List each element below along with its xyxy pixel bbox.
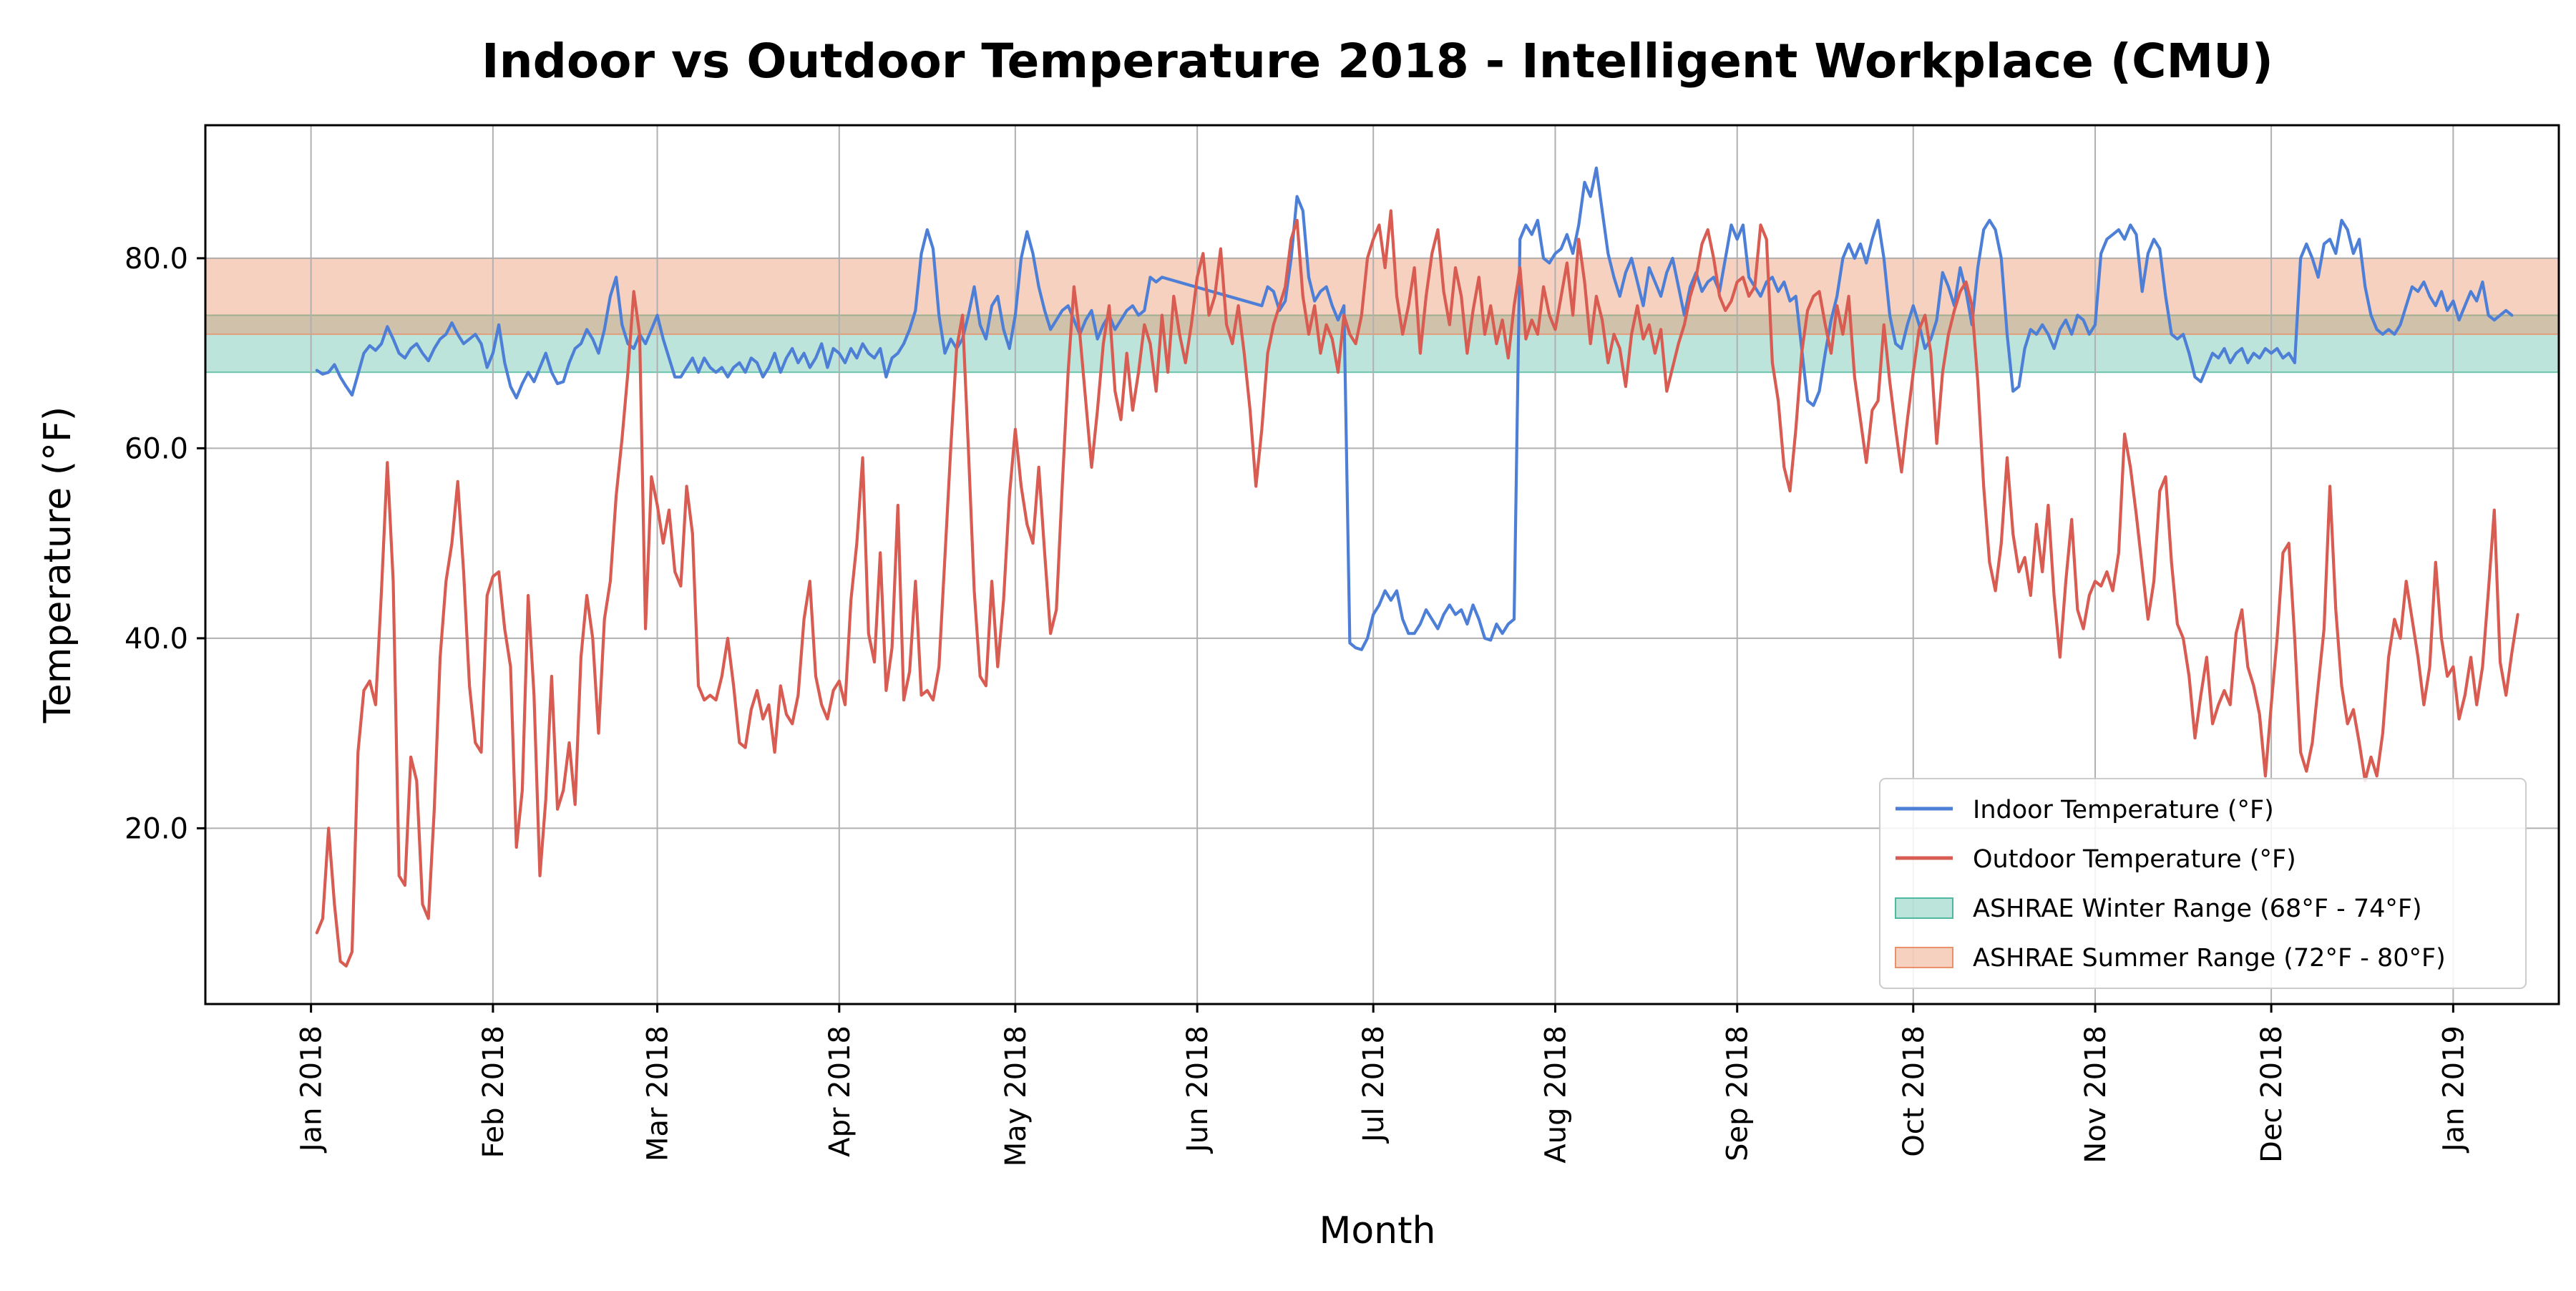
x-axis-label: Month xyxy=(1319,1209,1436,1252)
x-tick-label-jul-2018: Jul 2018 xyxy=(1357,1026,1390,1144)
x-tick-label-may-2018: May 2018 xyxy=(1000,1026,1033,1166)
x-tick-label-dec-2018: Dec 2018 xyxy=(2255,1026,2288,1163)
x-tick-label-nov-2018: Nov 2018 xyxy=(2079,1026,2112,1164)
x-tick-label-jun-2018: Jun 2018 xyxy=(1181,1026,1214,1154)
series-line-indoor xyxy=(315,166,2514,651)
legend-label-winter: ASHRAE Winter Range (68°F - 74°F) xyxy=(1973,895,2422,923)
x-tick-label-apr-2018: Apr 2018 xyxy=(824,1026,857,1157)
legend-swatch-winter xyxy=(1895,897,1953,919)
x-tick-label-oct-2018: Oct 2018 xyxy=(1898,1026,1931,1157)
series-lines xyxy=(315,166,2519,968)
band-winter xyxy=(205,314,2560,374)
x-axis: Jan 2018 Feb 2018 Mar 2018 Apr 2018 May 2018… xyxy=(296,1004,2470,1166)
y-tick-label-40: 40.0 xyxy=(125,623,188,656)
y-tick-label-20: 20.0 xyxy=(125,812,188,845)
y-tick-label-80: 80.0 xyxy=(125,243,188,276)
legend-label-indoor: Indoor Temperature (°F) xyxy=(1973,796,2274,824)
legend-label-outdoor: Outdoor Temperature (°F) xyxy=(1973,845,2296,874)
series-line-outdoor xyxy=(315,209,2519,968)
band-summer xyxy=(205,257,2560,336)
plot-frame xyxy=(204,124,2560,1005)
y-tick-label-60: 60.0 xyxy=(125,432,188,465)
legend-label-summer: ASHRAE Summer Range (72°F - 80°F) xyxy=(1973,944,2446,973)
x-tick-label-jan-2018: Jan 2018 xyxy=(296,1026,328,1154)
ashrae-bands xyxy=(205,257,2560,374)
legend-swatch-summer xyxy=(1895,947,1953,968)
y-axis: 20.0 40.0 60.0 80.0 xyxy=(125,243,205,845)
x-tick-label-aug-2018: Aug 2018 xyxy=(1540,1026,1573,1164)
legend-box xyxy=(1879,778,2527,989)
x-tick-label-feb-2018: Feb 2018 xyxy=(477,1026,510,1158)
legend: Indoor Temperature (°F) Outdoor Temperat… xyxy=(1879,778,2527,989)
x-tick-label-sep-2018: Sep 2018 xyxy=(1722,1026,1755,1161)
x-tick-label-jan-2019: Jan 2019 xyxy=(2437,1026,2470,1154)
chart-title: Indoor vs Outdoor Temperature 2018 - Int… xyxy=(482,34,2273,89)
x-tick-label-mar-2018: Mar 2018 xyxy=(642,1026,675,1161)
y-axis-label: Temperature (°F) xyxy=(36,406,79,724)
